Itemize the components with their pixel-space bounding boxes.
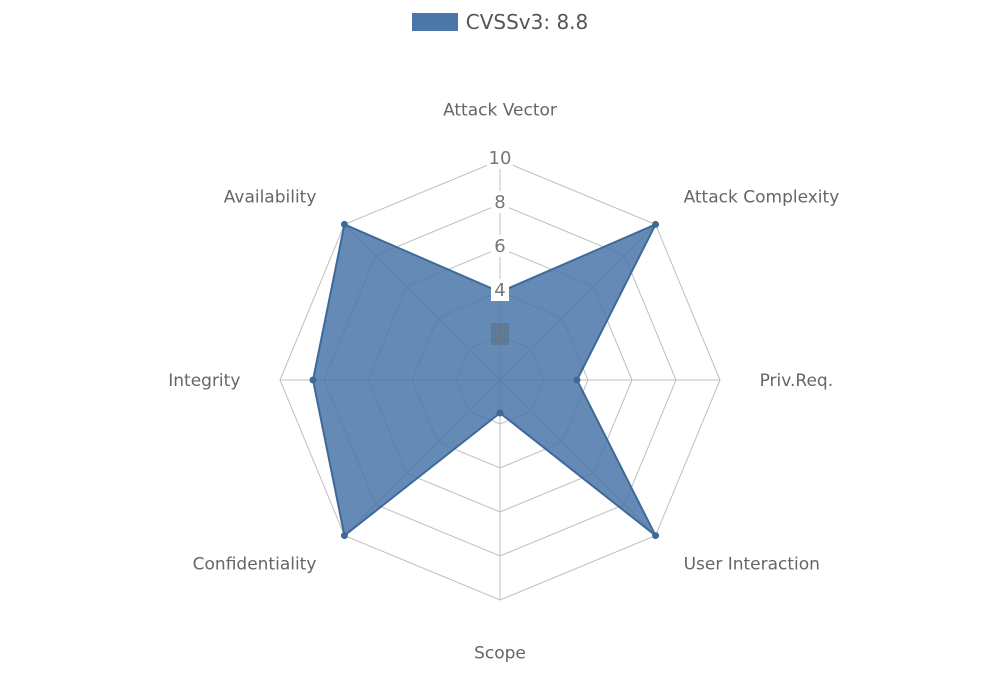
- legend-label: CVSSv3: 8.8: [466, 10, 589, 34]
- chart-legend: CVSSv3: 8.8: [0, 10, 1000, 35]
- series-marker: [341, 221, 348, 228]
- tick-label: 10: [489, 148, 512, 169]
- axis-label: Priv.Req.: [760, 371, 834, 391]
- series-marker: [652, 221, 659, 228]
- tick-label: 4: [494, 280, 505, 301]
- tick-label: 6: [494, 236, 505, 257]
- series-marker: [310, 377, 317, 384]
- axis-label: Integrity: [168, 371, 240, 391]
- series-marker: [574, 377, 581, 384]
- axis-label: Attack Vector: [443, 100, 557, 120]
- axis-label: User Interaction: [684, 555, 820, 575]
- series-marker: [497, 410, 504, 417]
- series-marker: [341, 532, 348, 539]
- axis-label: Scope: [474, 643, 526, 663]
- axis-label: Availability: [224, 187, 317, 207]
- axis-label: Attack Complexity: [684, 187, 840, 207]
- radar-chart: Attack Vector Attack Complexity Priv.Req. U…: [0, 0, 1000, 700]
- axis-label: Confidentiality: [193, 555, 317, 575]
- tick-label: 2: [494, 324, 505, 345]
- legend-swatch: [412, 13, 458, 31]
- tick-label: 8: [494, 192, 505, 213]
- series-marker: [652, 532, 659, 539]
